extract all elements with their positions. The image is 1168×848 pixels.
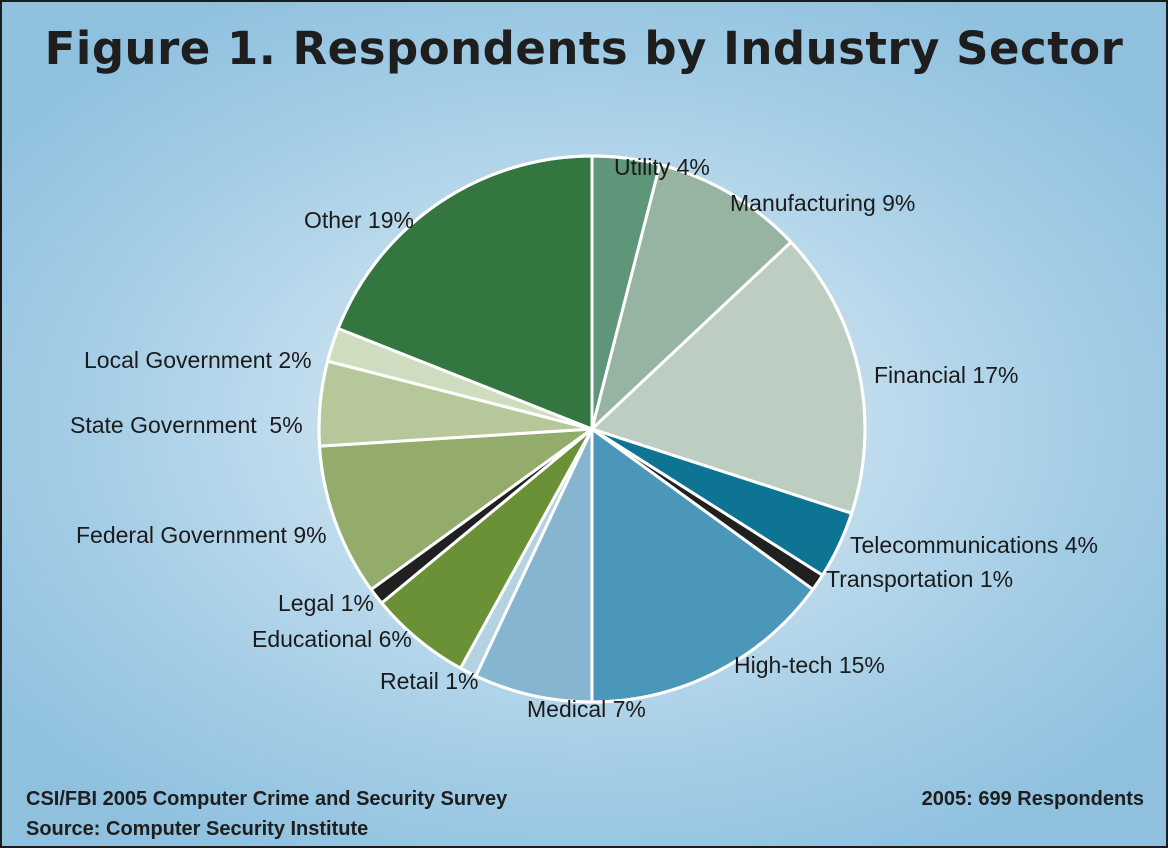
pie-label-federal-government: Federal Government 9%	[76, 522, 327, 548]
pie-label-utility: Utility 4%	[614, 154, 710, 180]
footer-respondent-count: 2005: 699 Respondents	[921, 788, 1144, 810]
pie-label-manufacturing: Manufacturing 9%	[730, 190, 915, 216]
pie-label-other: Other 19%	[304, 207, 414, 233]
chart-title: Figure 1. Respondents by Industry Sector	[44, 22, 1124, 75]
pie-label-educational: Educational 6%	[252, 626, 412, 652]
pie-label-medical: Medical 7%	[527, 696, 646, 722]
pie-label-high-tech: High-tech 15%	[734, 652, 885, 678]
pie-label-legal: Legal 1%	[278, 590, 374, 616]
pie-slices	[317, 154, 867, 704]
pie-label-local-government: Local Government 2%	[84, 347, 312, 373]
pie-label-state-government: State Government 5%	[70, 412, 303, 438]
pie-label-transportation: Transportation 1%	[826, 566, 1013, 592]
pie-labels: Utility 4% Manufacturing 9% Financial 17% T…	[70, 154, 1098, 722]
pie-outline	[317, 154, 867, 704]
footer-source: Source: Computer Security Institute	[26, 818, 369, 840]
pie-label-financial: Financial 17%	[874, 362, 1018, 388]
pie-label-retail: Retail 1%	[380, 668, 478, 694]
pie-label-telecommunications: Telecommunications 4%	[850, 532, 1098, 558]
footer-survey-name: CSI/FBI 2005 Computer Crime and Security…	[26, 788, 508, 810]
